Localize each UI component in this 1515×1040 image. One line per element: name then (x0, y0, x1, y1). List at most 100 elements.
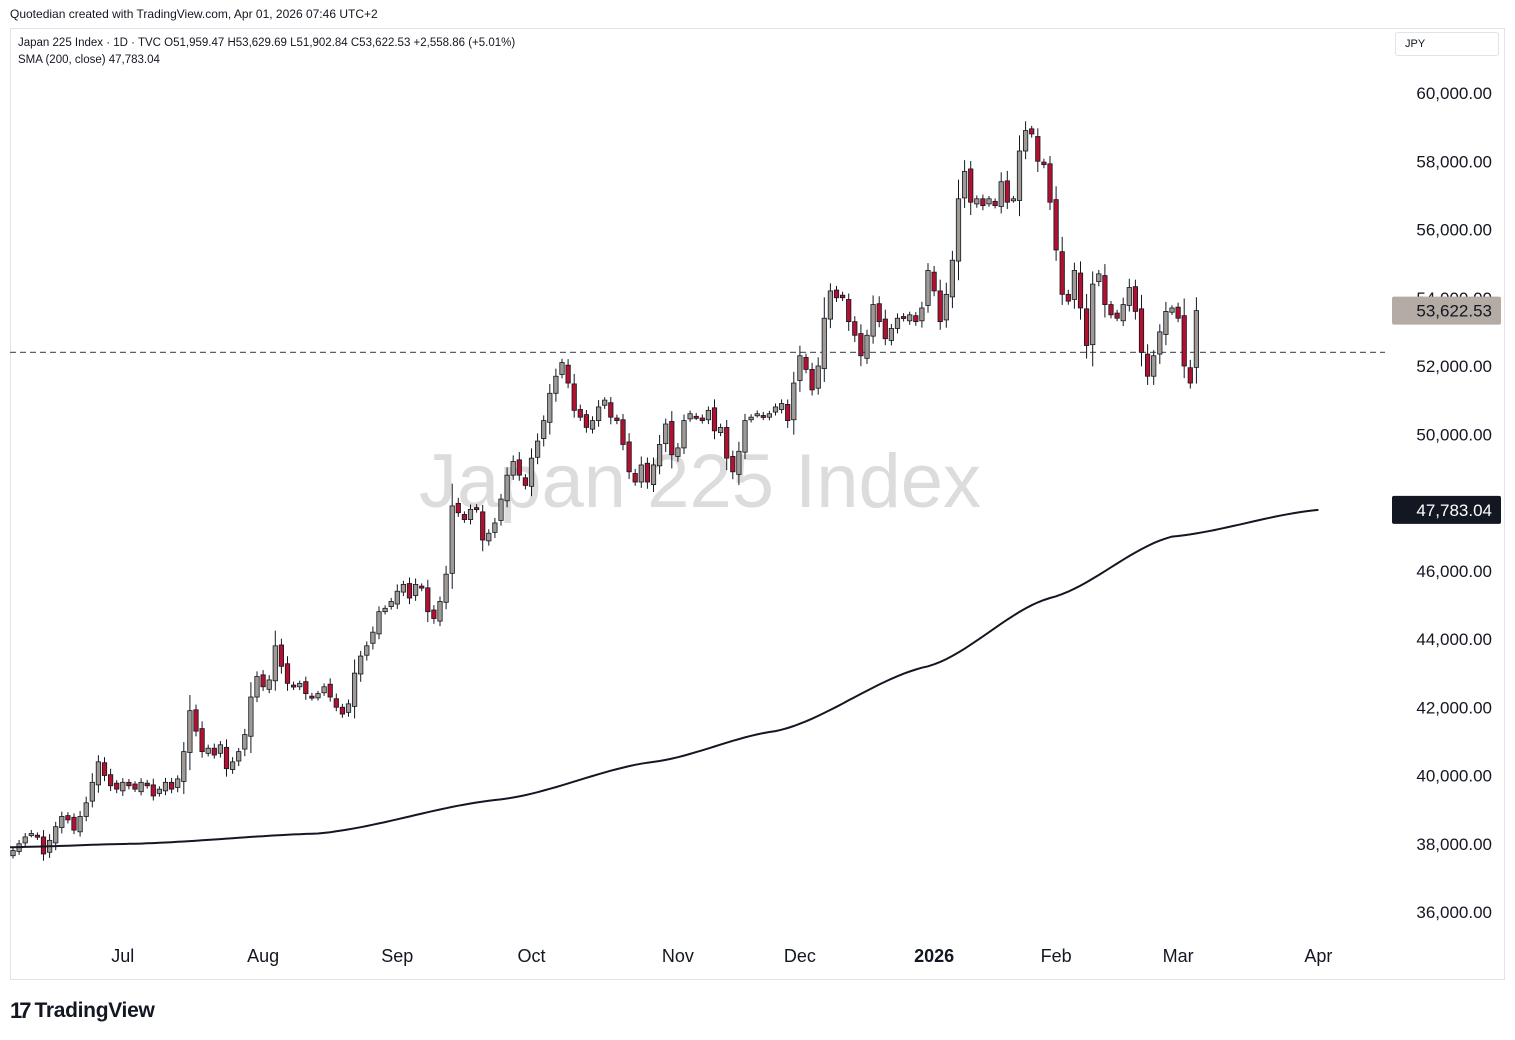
candle (284, 656, 291, 691)
candle (34, 832, 41, 840)
time-tick-label: Nov (662, 946, 694, 966)
last-price-tag-label: 53,622.53 (1416, 302, 1492, 321)
candle (699, 414, 705, 424)
candle-body (327, 683, 333, 698)
candle (138, 778, 144, 796)
candle-body (10, 850, 16, 857)
candle-body (669, 421, 675, 456)
candle (809, 362, 815, 396)
candle (925, 263, 931, 313)
candle (1157, 324, 1163, 364)
candle-body (803, 357, 809, 370)
candle (71, 813, 77, 835)
time-tick-label: 2026 (914, 946, 954, 966)
candle (339, 703, 346, 718)
candle (901, 313, 907, 322)
candle-body (1090, 283, 1096, 346)
candle (577, 404, 583, 421)
candle-body (34, 834, 41, 838)
candle (791, 371, 797, 435)
candle (10, 847, 16, 859)
chart-caption: Quotedian created with TradingView.com, … (10, 7, 378, 21)
candle (1169, 305, 1175, 315)
candle (1084, 293, 1090, 359)
currency-selector[interactable]: JPY (1395, 32, 1499, 56)
candle (278, 638, 285, 674)
candle-body (675, 447, 681, 457)
price-tick-label: 36,000.00 (1416, 903, 1492, 922)
candle (760, 411, 766, 421)
candle (1175, 302, 1181, 323)
last-price-tag: 53,622.53 (1392, 296, 1501, 325)
candle-body (77, 816, 83, 833)
candle-body (120, 781, 126, 792)
candle-body (339, 706, 346, 715)
candle-body (516, 459, 522, 476)
candle-body (150, 784, 156, 797)
candle (120, 778, 126, 796)
candle (766, 410, 773, 421)
candle (89, 773, 95, 808)
candle (303, 676, 309, 700)
candle-body (309, 695, 315, 699)
candle (1065, 289, 1071, 305)
price-tick-label: 40,000.00 (1416, 767, 1492, 786)
candle-body (89, 781, 95, 802)
candle-body (1157, 331, 1163, 355)
candle-body (791, 382, 797, 421)
candle-body (797, 355, 803, 381)
candle (370, 626, 376, 650)
candle-body (638, 464, 644, 483)
tradingview-brand[interactable]: 17 TradingView (10, 998, 155, 1024)
candle (83, 796, 89, 822)
candle (840, 291, 846, 302)
candle (1059, 236, 1065, 305)
sma-legend-line[interactable]: SMA (200, close) 47,783.04 (18, 54, 160, 66)
candle-body (22, 836, 28, 844)
candle (827, 283, 834, 329)
chart-frame (10, 28, 1505, 980)
time-tick-label: Jul (111, 946, 134, 966)
candle (589, 416, 596, 434)
candle (1132, 279, 1138, 320)
symbol-ohlc-line[interactable]: Japan 225 Index · 1D · TVC O51,959.47 H5… (18, 37, 516, 49)
candle-body (71, 816, 77, 831)
candle-body (559, 362, 565, 375)
candle-body (187, 710, 193, 753)
candle-body (1077, 272, 1084, 309)
candle (516, 452, 522, 481)
candle (412, 578, 419, 601)
candle (461, 511, 468, 523)
candle (144, 779, 150, 789)
candle (1016, 135, 1023, 217)
candle (1004, 170, 1010, 210)
candle-body (614, 417, 620, 421)
candle (175, 775, 181, 793)
candle-body (626, 441, 632, 473)
candle-body (272, 645, 278, 682)
candle (772, 403, 779, 416)
candle-body (394, 590, 400, 605)
candle (1090, 271, 1096, 367)
candle (290, 681, 297, 691)
candle (650, 457, 657, 493)
candle-body (236, 751, 242, 762)
candle (998, 172, 1004, 214)
candle-body (1181, 315, 1187, 367)
candle-body (986, 198, 992, 205)
candle-body (1163, 310, 1169, 335)
candle-body (931, 271, 937, 292)
candle (797, 345, 803, 392)
candle-body (833, 289, 840, 299)
candle-body (1004, 180, 1010, 203)
candle-body (1065, 293, 1071, 302)
candle-body (1059, 251, 1065, 295)
candle-body (455, 502, 461, 514)
time-tick-label: Sep (381, 946, 413, 966)
candle-body (949, 259, 956, 298)
candle (644, 457, 651, 489)
candle-body (821, 317, 827, 369)
time-tick-label: Mar (1163, 946, 1194, 966)
candle (132, 781, 138, 792)
